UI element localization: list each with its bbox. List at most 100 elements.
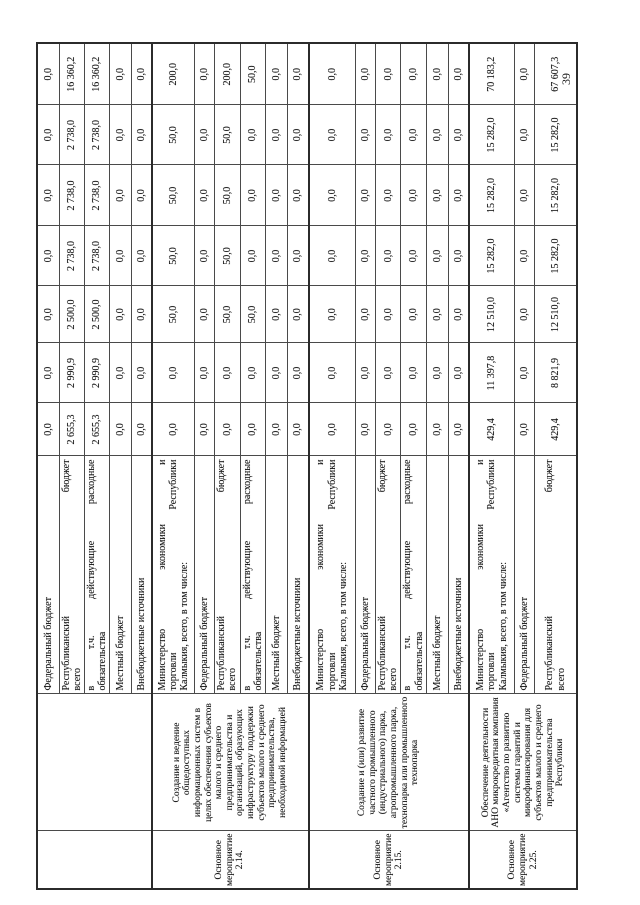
value-cell: 0,0 <box>308 403 356 456</box>
value-cell: 200,0 <box>214 43 241 105</box>
source-label-line: Местный бюджет <box>270 615 282 691</box>
budget-table: Федеральный бюджет 0,0 0,0 0,0 0,0 0,0 0,0 0,0 Р… <box>36 42 579 890</box>
value-cell: 0,0 <box>400 165 427 226</box>
value-cell: 15 282,0 <box>534 105 578 165</box>
value-cell: 0,0 <box>514 165 535 226</box>
value-cell: 70 183,2 <box>469 43 515 105</box>
value-cell: 0,0 <box>355 226 376 286</box>
description-cell: Создание и (или) развитие частного промы… <box>308 694 470 831</box>
description-cell: Создание и ведение общедоступных информа… <box>151 694 309 831</box>
value-cell: 50,0 <box>214 105 241 165</box>
source-label-line: Республиканский бюджет <box>544 459 556 691</box>
value-cell: 0,0 <box>240 105 266 165</box>
value-cell: 0,0 <box>37 403 59 456</box>
value-cell: 2 990,9 <box>84 343 110 403</box>
value-cell: 0,0 <box>131 343 152 403</box>
table-row: Основное мероприятие 2.14. Создание и вед… <box>151 43 309 889</box>
source-label-line: Министерство экономики и <box>475 459 487 691</box>
value-cell: 0,0 <box>355 105 376 165</box>
value-cell: 0,0 <box>109 165 132 226</box>
value-cell: 0,0 <box>355 403 376 456</box>
value-cell: 0,0 <box>109 403 132 456</box>
source-label-cell: в т.ч. действующие расходные обязательств… <box>400 456 427 694</box>
value-cell: 0,0 <box>308 165 356 226</box>
activity-cell: Основное мероприятие 2.25. <box>469 831 578 889</box>
value-cell: 0,0 <box>308 343 356 403</box>
value-cell: 0,0 <box>514 43 535 105</box>
value-cell: 0,0 <box>514 105 535 165</box>
source-label-line: в т.ч. действующие расходные <box>85 459 97 691</box>
value-cell: 2 738,0 <box>59 105 85 165</box>
description-cell <box>37 694 152 831</box>
value-cell: 0,0 <box>400 226 427 286</box>
value-cell: 0,0 <box>426 165 449 226</box>
value-cell: 2 738,0 <box>84 165 110 226</box>
source-label-cell: Внебюджетные источники <box>287 456 309 694</box>
value-cell: 0,0 <box>109 43 132 105</box>
value-cell: 0,0 <box>194 286 215 343</box>
value-cell: 0,0 <box>426 226 449 286</box>
source-label-line: Местный бюджет <box>431 615 443 691</box>
source-label-line: торговли Республики <box>486 459 498 691</box>
source-label-line: Министерство экономики и <box>315 459 327 691</box>
source-label-cell: Местный бюджет <box>109 456 132 694</box>
budget-table-body: Федеральный бюджет 0,0 0,0 0,0 0,0 0,0 0,0 0,0 Р… <box>37 43 578 889</box>
value-cell: 0,0 <box>448 403 470 456</box>
source-label-cell: Внебюджетные источники <box>131 456 152 694</box>
value-cell: 0,0 <box>514 343 535 403</box>
source-label-line: Федеральный бюджет <box>42 597 54 691</box>
value-cell: 0,0 <box>194 403 215 456</box>
source-label-cell: Местный бюджет <box>265 456 288 694</box>
source-label-line: Внебюджетные источники <box>292 577 304 691</box>
value-cell: 0,0 <box>514 286 535 343</box>
value-cell: 0,0 <box>240 226 266 286</box>
value-cell: 2 738,0 <box>59 226 85 286</box>
source-label-line: Министерство экономики и <box>156 459 168 691</box>
value-cell: 50,0 <box>214 165 241 226</box>
value-cell: 0,0 <box>109 105 132 165</box>
value-cell: 50,0 <box>151 105 195 165</box>
value-cell: 0,0 <box>240 343 266 403</box>
value-cell: 0,0 <box>37 43 59 105</box>
value-cell: 0,0 <box>426 286 449 343</box>
value-cell: 0,0 <box>287 343 309 403</box>
source-label-line: Федеральный бюджет <box>518 597 530 691</box>
value-cell: 0,0 <box>375 165 401 226</box>
value-cell: 15 282,0 <box>534 226 578 286</box>
source-label-cell: Республиканский бюджет всего <box>59 456 85 694</box>
value-cell: 0,0 <box>240 403 266 456</box>
source-label-line: Внебюджетные источники <box>135 577 147 691</box>
activity-cell: Основное мероприятие 2.15. <box>308 831 470 889</box>
value-cell: 15 282,0 <box>534 165 578 226</box>
source-label-cell: Республиканский бюджет всего <box>214 456 241 694</box>
value-cell: 2 738,0 <box>59 165 85 226</box>
source-label-line: обязательства <box>413 631 425 691</box>
source-label-cell: Республиканский бюджет всего <box>534 456 578 694</box>
value-cell: 0,0 <box>265 226 288 286</box>
value-cell: 0,0 <box>448 343 470 403</box>
value-cell: 0,0 <box>355 343 376 403</box>
value-cell: 0,0 <box>194 105 215 165</box>
value-cell: 0,0 <box>375 286 401 343</box>
source-label-cell: Министерство экономики и торговли Республ… <box>469 456 515 694</box>
value-cell: 0,0 <box>131 286 152 343</box>
value-cell: 0,0 <box>265 343 288 403</box>
value-cell: 2 738,0 <box>84 226 110 286</box>
value-cell: 12 510,0 <box>534 286 578 343</box>
value-cell: 0,0 <box>287 286 309 343</box>
value-cell: 50,0 <box>151 286 195 343</box>
value-cell: 16 360,2 <box>84 43 110 105</box>
value-cell: 0,0 <box>308 226 356 286</box>
value-cell: 0,0 <box>37 165 59 226</box>
value-cell: 15 282,0 <box>469 105 515 165</box>
source-label-line: Внебюджетные источники <box>452 577 464 691</box>
source-label-cell: Федеральный бюджет <box>37 456 59 694</box>
source-label-line: обязательства <box>252 631 264 691</box>
value-cell: 429,4 <box>534 403 578 456</box>
value-cell: 0,0 <box>151 343 195 403</box>
source-label-line: торговли Республики <box>326 459 338 691</box>
value-cell: 16 360,2 <box>59 43 85 105</box>
value-cell: 0,0 <box>131 403 152 456</box>
value-cell: 0,0 <box>426 343 449 403</box>
value-cell: 0,0 <box>400 343 427 403</box>
